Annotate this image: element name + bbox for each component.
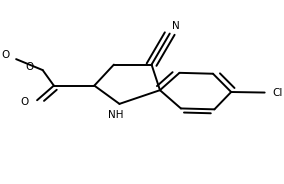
Text: O: O (26, 62, 34, 72)
Text: Cl: Cl (272, 88, 282, 98)
Text: O: O (20, 97, 29, 107)
Text: NH: NH (108, 110, 124, 120)
Text: O: O (1, 50, 10, 61)
Text: N: N (172, 21, 180, 31)
